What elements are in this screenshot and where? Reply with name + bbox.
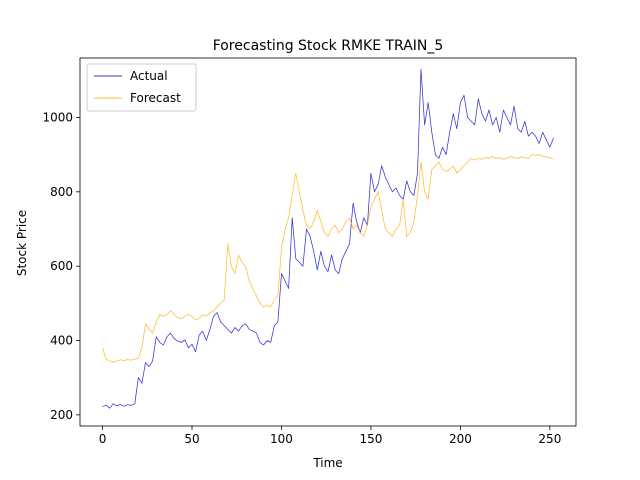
x-tick-label: 250	[538, 432, 561, 446]
axes-frame	[79, 57, 577, 427]
x-axis-label: Time	[312, 456, 342, 470]
chart-title: Forecasting Stock RMKE TRAIN_5	[213, 38, 444, 54]
legend-label-forecast: Forecast	[130, 91, 181, 105]
y-tick-label: 200	[50, 408, 73, 422]
legend: Actual Forecast	[86, 63, 197, 112]
y-tick-label: 400	[50, 334, 73, 348]
y-tick-label: 600	[50, 259, 73, 273]
plot-area	[79, 57, 577, 427]
legend-label-actual: Actual	[130, 69, 168, 83]
series-line-actual	[102, 68, 554, 409]
y-axis: 200 400 600 800 1000	[42, 110, 80, 422]
x-tick-label: 100	[270, 432, 293, 446]
series-line-forecast	[102, 154, 554, 363]
x-tick-label: 200	[449, 432, 472, 446]
x-axis: 0 50 100 150 200 250	[99, 426, 561, 446]
y-tick-label: 800	[50, 185, 73, 199]
y-axis-label: Stock Price	[15, 210, 29, 276]
x-tick-label: 50	[184, 432, 199, 446]
x-tick-label: 0	[99, 432, 107, 446]
y-tick-label: 1000	[42, 110, 73, 124]
x-tick-label: 150	[359, 432, 382, 446]
